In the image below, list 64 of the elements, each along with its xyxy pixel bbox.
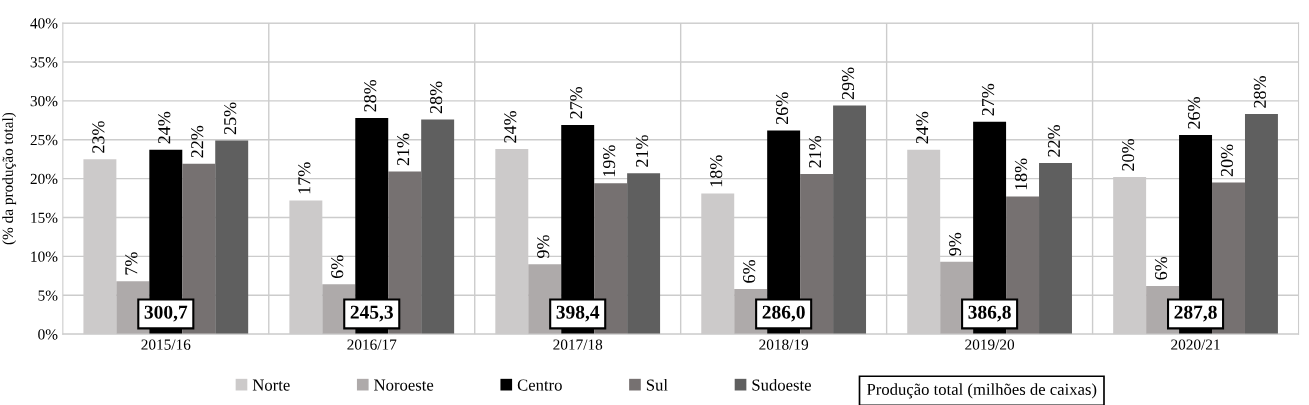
x-tick-label: 2016/17 bbox=[347, 339, 397, 350]
data-label: 22% bbox=[191, 125, 204, 158]
legend-label: Sul bbox=[646, 378, 668, 391]
data-label: 28% bbox=[364, 79, 377, 112]
annotation: 386,8 bbox=[968, 305, 1011, 322]
data-label: 17% bbox=[298, 162, 311, 194]
annotation: 300,7 bbox=[144, 305, 188, 322]
data-label: 23% bbox=[92, 121, 105, 153]
bar bbox=[627, 173, 661, 335]
y-tick-label: 25% bbox=[30, 134, 58, 146]
data-label: 6% bbox=[743, 260, 756, 283]
data-label: 19% bbox=[602, 145, 616, 177]
y-tick-label: 35% bbox=[30, 57, 58, 68]
data-label: 29% bbox=[841, 67, 855, 100]
data-label: 24% bbox=[504, 111, 517, 143]
data-label: 6% bbox=[1154, 256, 1168, 280]
y-tick-label: 10% bbox=[31, 251, 58, 262]
data-label: 9% bbox=[948, 232, 962, 256]
y-tick-label: 0% bbox=[38, 329, 58, 340]
data-label: 18% bbox=[710, 155, 723, 187]
data-label: 28% bbox=[1253, 76, 1267, 108]
data-label: 20% bbox=[1121, 139, 1135, 171]
data-label: 28% bbox=[429, 81, 443, 114]
bar bbox=[833, 105, 867, 335]
x-tick-label: 2017/18 bbox=[553, 339, 603, 350]
data-label: 21% bbox=[635, 135, 649, 167]
data-label: 7% bbox=[125, 252, 138, 275]
data-label: 24% bbox=[158, 111, 171, 144]
data-label: 9% bbox=[537, 235, 550, 258]
y-tick-label: 15% bbox=[31, 212, 58, 223]
bar bbox=[421, 119, 455, 335]
data-label: 20% bbox=[1220, 144, 1234, 177]
y-tick-label: 30% bbox=[30, 95, 58, 107]
text: Produção total (milhões de caixas) bbox=[866, 383, 1097, 399]
legend-label: Sudoeste bbox=[752, 378, 811, 391]
data-label: 27% bbox=[570, 86, 583, 119]
data-label: 27% bbox=[981, 83, 995, 116]
annotation: 398,4 bbox=[556, 305, 600, 322]
data-label: 25% bbox=[224, 102, 237, 135]
bar bbox=[1039, 163, 1072, 335]
data-label: 26% bbox=[775, 92, 789, 125]
data-label: 26% bbox=[1187, 97, 1201, 129]
annotation: 287,8 bbox=[1174, 305, 1217, 322]
bar bbox=[1244, 114, 1278, 335]
y-axis-title: (% da produção total) bbox=[2, 112, 17, 245]
legend-label: Noroeste bbox=[374, 379, 434, 391]
data-label: 24% bbox=[916, 111, 929, 144]
annotation: 286,0 bbox=[762, 305, 805, 322]
legend-label: Centro bbox=[517, 379, 562, 391]
x-tick-label: 2015/16 bbox=[141, 339, 191, 350]
x-tick-label: 2020/21 bbox=[1171, 339, 1220, 350]
data-label: 6% bbox=[331, 255, 344, 279]
legend-label: Norte bbox=[252, 379, 290, 391]
x-tick-label: 2018/19 bbox=[759, 339, 809, 350]
data-label: 21% bbox=[808, 135, 822, 168]
data-label: 18% bbox=[1014, 158, 1028, 190]
y-tick-label: 40% bbox=[30, 18, 58, 29]
data-label: 21% bbox=[397, 133, 410, 166]
y-tick-label: 20% bbox=[30, 173, 58, 185]
y-tick-label: 5% bbox=[38, 290, 58, 301]
annotation: 245,3 bbox=[350, 305, 393, 322]
bar bbox=[215, 140, 249, 335]
data-label: 22% bbox=[1047, 125, 1061, 157]
x-tick-label: 2019/20 bbox=[965, 339, 1015, 350]
